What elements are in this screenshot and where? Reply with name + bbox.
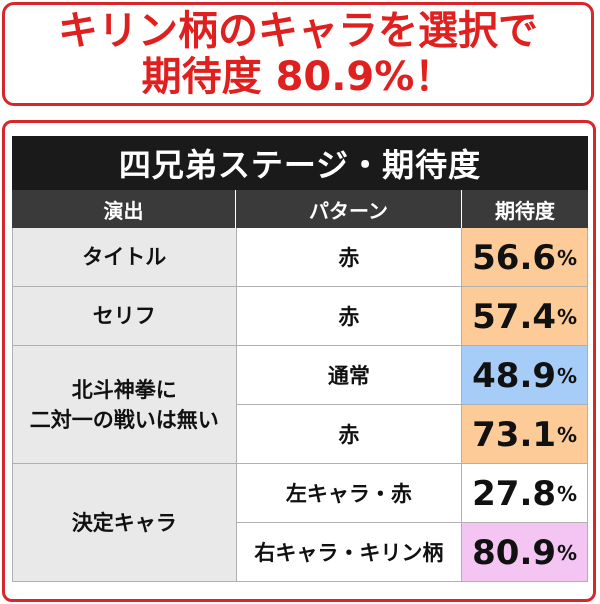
- pattern-cell: 右キャラ・キリン柄: [236, 523, 463, 582]
- expectation-cell: 80.9%: [462, 523, 588, 582]
- expectation-value: 57.4: [472, 297, 557, 337]
- pattern-column: 赤 赤 通常 赤 左キャラ・赤 右キャラ・キリン柄: [236, 228, 463, 582]
- table-header-row: 演出 パターン 期待度: [12, 190, 588, 228]
- pattern-cell: 左キャラ・赤: [236, 464, 463, 523]
- percent-unit: %: [557, 482, 578, 506]
- expectation-value: 73.1: [472, 415, 557, 455]
- enshutsu-column: タイトル セリフ 北斗神拳に 二対一の戦いは無い 決定キャラ: [13, 228, 237, 582]
- expectation-value: 56.6: [472, 238, 557, 278]
- enshutsu-hokuto: 北斗神拳に 二対一の戦いは無い: [13, 346, 237, 464]
- pattern-cell: 赤: [236, 228, 463, 287]
- expectation-value: 27.8: [472, 474, 557, 514]
- percent-unit: %: [557, 364, 578, 388]
- percent-unit: %: [557, 541, 578, 565]
- expectation-cell: 48.9%: [462, 346, 588, 405]
- enshutsu-title: タイトル: [13, 228, 237, 287]
- table-title: 四兄弟ステージ・期待度: [12, 136, 588, 190]
- pattern-cell: 赤: [236, 405, 463, 464]
- expectation-table: 四兄弟ステージ・期待度 演出 パターン 期待度 タイトル セリフ 北斗神拳に 二…: [12, 136, 588, 582]
- pattern-cell: 赤: [236, 287, 463, 346]
- headline-line-1: キリン柄のキャラを選択で: [58, 8, 538, 54]
- header-pattern: パターン: [236, 190, 462, 228]
- expectation-cell: 73.1%: [462, 405, 588, 464]
- header-expectation: 期待度: [495, 198, 555, 223]
- headline-banner: キリン柄のキャラを選択で 期待度 80.9%！: [2, 2, 594, 106]
- enshutsu-kettei: 決定キャラ: [13, 464, 237, 582]
- expectation-cell: 56.6%: [462, 228, 588, 287]
- percent-unit: %: [557, 305, 578, 329]
- table-body: タイトル セリフ 北斗神拳に 二対一の戦いは無い 決定キャラ 赤 赤 通常 赤 …: [12, 228, 588, 582]
- expectation-column: 56.6% 57.4% 48.9% 73.1% 27.8% 80.9%: [462, 228, 588, 582]
- expectation-cell: 27.8%: [462, 464, 588, 523]
- header-enshutsu: 演出: [12, 190, 236, 228]
- percent-unit: %: [557, 246, 578, 270]
- enshutsu-hokuto-line1: 北斗神拳に: [71, 377, 177, 402]
- enshutsu-serifu: セリフ: [13, 287, 237, 346]
- expectation-value: 80.9: [472, 533, 557, 573]
- pattern-cell: 通常: [236, 346, 463, 405]
- enshutsu-hokuto-line2: 二対一の戦いは無い: [29, 407, 219, 432]
- expectation-cell: 57.4%: [462, 287, 588, 346]
- expectation-value: 48.9: [472, 356, 557, 396]
- percent-unit: %: [557, 423, 578, 447]
- headline-line-2: 期待度 80.9%！: [141, 54, 455, 100]
